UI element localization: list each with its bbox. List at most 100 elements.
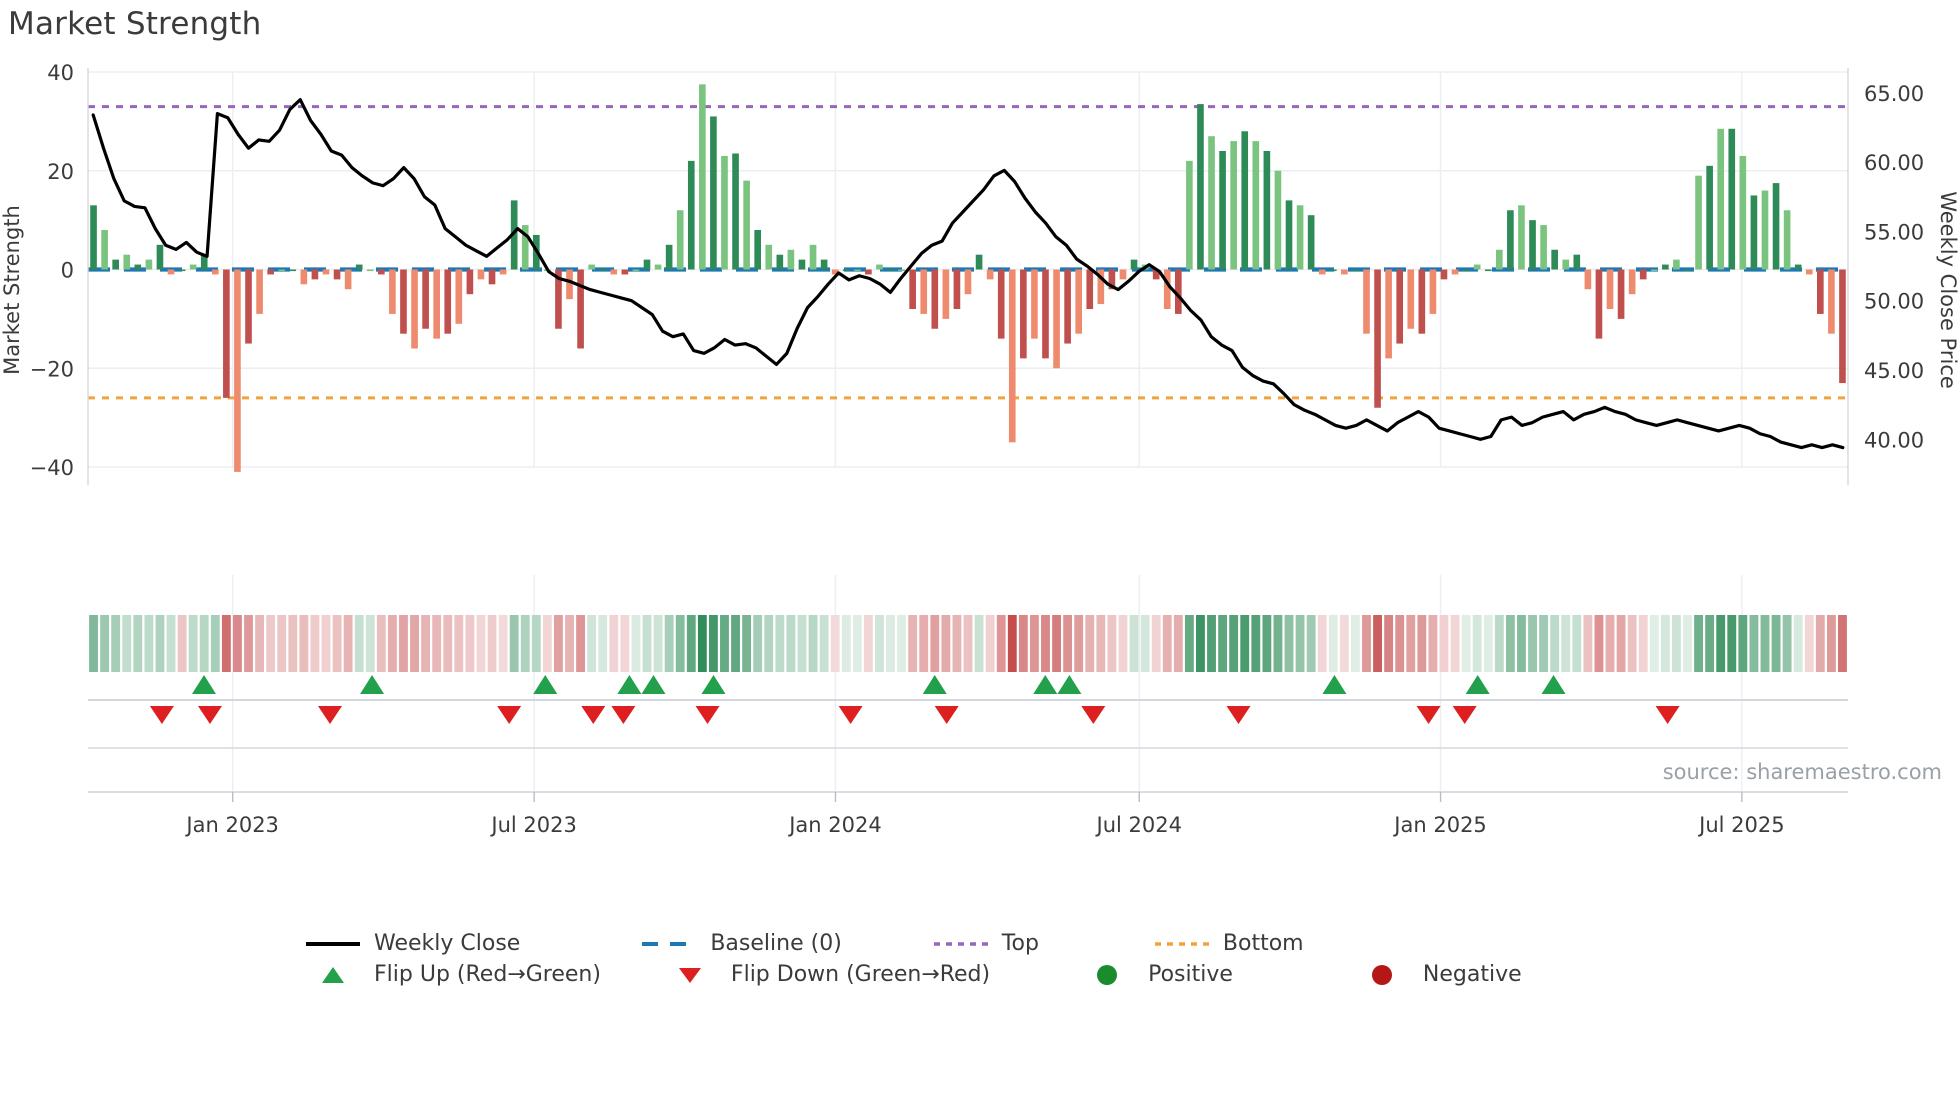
heatmap-cell (1207, 615, 1216, 672)
strength-bar (842, 269, 850, 272)
heatmap-cell (1505, 615, 1515, 672)
heatmap-cell (941, 615, 951, 672)
heatmap-cell (1572, 615, 1582, 672)
strength-bar (820, 259, 828, 270)
heatmap-cell (233, 615, 242, 672)
heatmap-cell (819, 615, 829, 672)
strength-bar (588, 264, 595, 270)
heatmap-cell (952, 615, 962, 672)
heatmap-cell (443, 615, 453, 672)
strength-bar (732, 153, 739, 270)
heatmap-cell (1129, 615, 1139, 672)
circle-icon-positive (1074, 962, 1140, 988)
legend-item-top[interactable]: Top (928, 931, 1039, 957)
heatmap-cell (1328, 615, 1338, 672)
strength-bar (510, 200, 518, 270)
strength-bar (809, 244, 817, 270)
heatmap-cell (554, 615, 563, 672)
heatmap-cell (144, 615, 154, 672)
heatmap-cell (808, 615, 818, 672)
strength-bar (211, 269, 219, 275)
strength-bar (389, 269, 396, 314)
strength-bar (754, 230, 762, 270)
heatmap-cell (598, 615, 608, 672)
flip-up-marker (617, 675, 642, 694)
y-tick-left: 40 (47, 61, 74, 85)
legend-item-flip-down[interactable]: Flip Down (Green→Red) (657, 962, 990, 988)
legend-row-2: Flip Up (Red→Green) Flip Down (Green→Red… (300, 959, 1700, 990)
strength-bar (1075, 269, 1083, 334)
heatmap-cell (1649, 615, 1659, 672)
solid-line-icon (300, 931, 366, 957)
heatmap-cell (930, 615, 940, 672)
strength-bar (1296, 205, 1304, 270)
strength-bar (1805, 269, 1813, 275)
flip-down-marker (934, 706, 959, 724)
flip-up-marker (533, 675, 558, 694)
heatmap-cell (974, 615, 984, 672)
strength-bar (1617, 269, 1625, 319)
heatmap-cell (852, 615, 862, 672)
strength-bar (610, 269, 618, 275)
heatmap-cell (620, 615, 630, 672)
heatmap-cell (111, 615, 121, 672)
strength-bar (1031, 269, 1038, 339)
strength-bar (898, 269, 905, 272)
flip-up-marker (1465, 675, 1490, 694)
strength-bar (1119, 269, 1127, 280)
heatmap-cell (1683, 615, 1692, 672)
circle-icon-negative (1349, 962, 1415, 988)
y-tick-right: 55.00 (1864, 220, 1924, 244)
legend-label-baseline: Baseline (0) (710, 931, 842, 956)
legend-item-baseline[interactable]: Baseline (0) (636, 931, 842, 957)
legend-item-positive[interactable]: Positive (1074, 962, 1233, 988)
heatmap-cell (1018, 615, 1028, 672)
heatmap-cell (1350, 615, 1360, 672)
heatmap-cell (797, 615, 807, 672)
heatmap-cell (1483, 615, 1493, 672)
heatmap-cell (675, 615, 685, 672)
heatmap-cell (310, 615, 320, 672)
heatmap-cell (1029, 615, 1039, 672)
heatmap-cell (1262, 615, 1272, 672)
heatmap-cell (1838, 615, 1847, 672)
strength-bar (1484, 269, 1492, 272)
strength-bar (366, 269, 374, 272)
heatmap-cell (1273, 615, 1283, 672)
strength-bar (1628, 269, 1636, 295)
strength-bar (1263, 151, 1271, 270)
strength-bar (1053, 269, 1060, 369)
heatmap-cell (886, 615, 895, 672)
strength-bar (466, 269, 474, 295)
flip-down-marker (1081, 706, 1106, 724)
legend-item-bottom[interactable]: Bottom (1149, 931, 1304, 957)
strength-bar (1363, 269, 1370, 334)
strength-bar (1318, 269, 1326, 275)
flip-up-marker (1033, 675, 1058, 694)
strength-bar (499, 269, 507, 275)
heatmap-cell (1041, 615, 1050, 672)
strength-bar (1551, 249, 1558, 270)
heatmap-cell (1085, 615, 1095, 672)
legend-item-negative[interactable]: Negative (1349, 962, 1522, 988)
strength-bar (1008, 269, 1016, 443)
strength-bar (223, 269, 230, 398)
strength-bar (267, 269, 274, 275)
heatmap-cell (1317, 615, 1327, 672)
strength-bar (1695, 175, 1702, 270)
y-tick-right: 60.00 (1864, 151, 1924, 175)
flip-down-marker (611, 706, 636, 724)
strength-bar (566, 269, 573, 300)
weekly-close-path (91, 98, 1845, 450)
strength-bar (577, 269, 584, 349)
legend-item-weekly-close[interactable]: Weekly Close (300, 931, 520, 957)
heatmap-cell (697, 615, 707, 672)
strength-bar (1197, 104, 1204, 270)
strength-bar (1020, 269, 1027, 359)
strength-bar (953, 269, 961, 309)
heatmap-cell (1007, 615, 1017, 672)
legend-item-flip-up[interactable]: Flip Up (Red→Green) (300, 962, 601, 988)
heatmap-cell (188, 615, 198, 672)
strength-heatmap-strip (89, 615, 1847, 672)
